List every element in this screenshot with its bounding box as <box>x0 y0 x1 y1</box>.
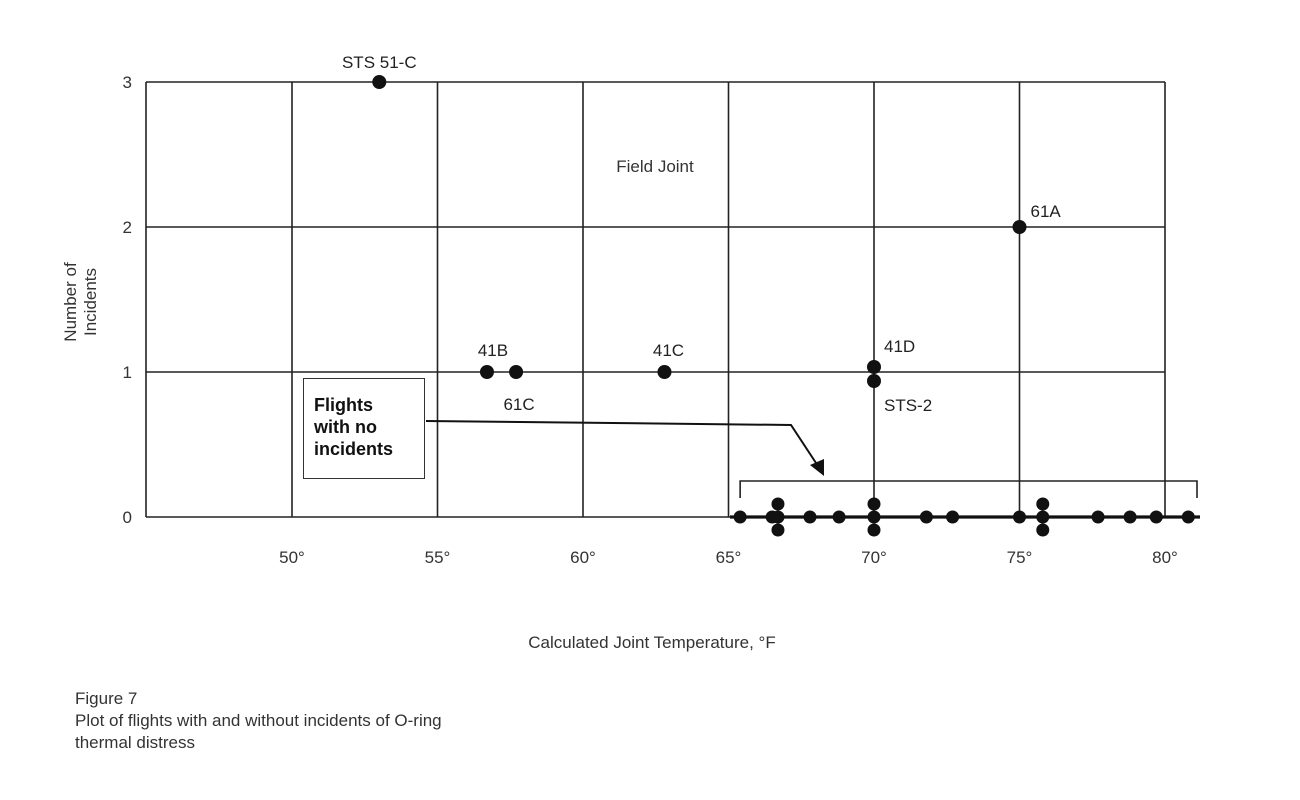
callout-arrow-line <box>425 420 819 467</box>
caption-line-2: Plot of flights with and without inciden… <box>75 711 442 730</box>
no-incident-point <box>1036 497 1050 511</box>
x-tick-label: 75° <box>1007 548 1033 567</box>
no-incident-annotation <box>425 420 1198 498</box>
caption-figure-number: Figure 7 <box>75 689 138 708</box>
x-tick-label: 65° <box>716 548 742 567</box>
no-incident-point <box>771 523 785 537</box>
no-incident-point <box>919 510 933 524</box>
callout-line-2: with no <box>314 417 377 437</box>
no-incident-point <box>1036 510 1050 524</box>
svg-text:Incidents: Incidents <box>81 268 100 336</box>
incident-point <box>1012 220 1027 234</box>
y-tick-label: 1 <box>123 363 132 382</box>
x-tick-label: 60° <box>570 548 596 567</box>
axes: 50° 55° 60° 65° 70° 75° 80° 0 1 2 3 <box>123 73 1200 567</box>
no-incident-point <box>946 510 960 524</box>
incident-point <box>867 360 881 374</box>
incident-point-label: STS 51-C <box>342 53 417 72</box>
no-incident-point <box>1091 510 1105 524</box>
incident-point <box>372 75 387 89</box>
x-tick-label: 55° <box>425 548 451 567</box>
no-incident-point <box>1013 510 1026 524</box>
grid <box>145 81 1166 517</box>
x-axis-label: Calculated Joint Temperature, °F <box>528 633 775 652</box>
no-incident-point <box>1149 510 1163 524</box>
incident-point-label: STS-2 <box>884 396 932 415</box>
y-tick-label: 2 <box>123 218 132 237</box>
incident-point <box>867 374 881 388</box>
callout-line-1: Flights <box>314 395 373 415</box>
no-incident-bracket <box>739 480 1198 498</box>
no-incident-point <box>803 510 817 524</box>
no-incident-point <box>867 510 881 524</box>
incident-point-label: 41B <box>478 341 508 360</box>
callout-line-3: incidents <box>314 439 394 459</box>
no-incident-point <box>1181 510 1195 524</box>
chart-title: Field Joint <box>616 157 694 176</box>
caption-line-3: thermal distress <box>75 733 195 752</box>
x-tick-label: 80° <box>1152 548 1178 567</box>
no-incident-point <box>733 510 747 524</box>
no-incident-point <box>771 510 785 524</box>
no-incident-point <box>867 497 881 511</box>
incident-point-label: 41D <box>884 337 915 356</box>
incident-point-label: 41C <box>653 341 684 360</box>
y-tick-label: 3 <box>123 73 132 92</box>
no-incident-point <box>1036 523 1050 537</box>
incident-point-label: 61A <box>1031 202 1062 221</box>
incident-point <box>479 365 494 379</box>
no-incidents-callout: Flights with no incidents <box>303 378 425 479</box>
no-incident-point <box>1123 510 1137 524</box>
no-incident-point <box>832 510 846 524</box>
data-points <box>372 75 1195 537</box>
incident-point-label: 61C <box>503 395 534 414</box>
svg-text:Number of: Number of <box>61 262 80 342</box>
point-labels: STS 51-C 41B 61C 41C 41D STS-2 61A <box>342 53 1061 415</box>
callout-arrow-head <box>810 459 824 476</box>
x-tick-label: 70° <box>861 548 887 567</box>
no-incident-point <box>771 497 785 511</box>
figure-caption: Figure 7 Plot of flights with and withou… <box>75 688 442 754</box>
x-tick-label: 50° <box>279 548 305 567</box>
incident-point <box>509 365 524 379</box>
y-axis-label: Number of Incidents <box>61 262 100 342</box>
y-tick-label: 0 <box>123 508 132 527</box>
incident-point <box>657 365 672 379</box>
no-incident-point <box>867 523 881 537</box>
